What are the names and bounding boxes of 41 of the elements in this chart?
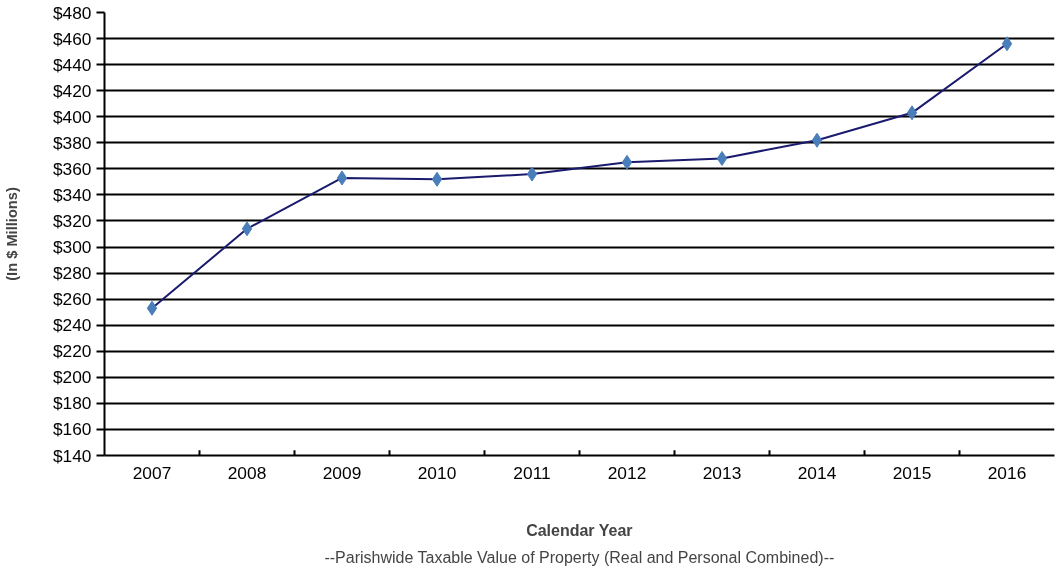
y-tick-label: $300: [52, 237, 92, 258]
x-tick-label: 2007: [132, 462, 172, 483]
y-tick-label: $180: [52, 393, 92, 414]
y-tick-label: $220: [52, 341, 92, 362]
x-axis-title: Calendar Year: [526, 521, 633, 539]
x-tick-label: 2016: [987, 462, 1027, 483]
y-tick-label: $260: [52, 289, 92, 310]
x-tick-label: 2014: [797, 462, 837, 483]
point: [811, 132, 823, 148]
x-tick-label: 2012: [607, 462, 647, 483]
point: [621, 154, 633, 170]
x-tick-label: 2010: [417, 462, 457, 483]
x-tick-label: 2015: [892, 462, 932, 483]
y-axis-title: (In $ Millions): [3, 187, 20, 281]
y-tick-label: $360: [52, 158, 92, 179]
x-tick-label: 2011: [513, 462, 551, 483]
y-tick-label: $200: [52, 367, 92, 388]
x-tick-label: 2008: [227, 462, 267, 483]
point: [526, 166, 538, 182]
x-tick-label: 2009: [322, 462, 362, 483]
y-tick-label: $400: [52, 106, 92, 127]
text: --Parishwide Taxable Value of Property (Real and Personal Combined)--: [324, 548, 835, 566]
x-tick-label: 2013: [702, 462, 742, 483]
y-tick-label: $160: [52, 419, 92, 440]
y-tick-label: $420: [52, 80, 92, 101]
y-tick-label: $240: [52, 315, 92, 336]
y-tick-label: $280: [52, 263, 92, 284]
y-tick-label: $320: [52, 210, 92, 231]
y-tick-label: $340: [52, 184, 92, 205]
point: [336, 170, 348, 186]
y-tick-label: $440: [52, 54, 92, 75]
y-tick-label: $140: [52, 445, 92, 466]
y-tick-label: $380: [52, 132, 92, 153]
point: [146, 300, 158, 316]
point: [241, 221, 253, 237]
y-tick-label: $480: [52, 2, 92, 23]
point: [431, 171, 443, 187]
point: [1001, 36, 1013, 52]
point: [906, 105, 918, 121]
y-tick-label: $460: [52, 28, 92, 49]
point: [716, 150, 728, 166]
